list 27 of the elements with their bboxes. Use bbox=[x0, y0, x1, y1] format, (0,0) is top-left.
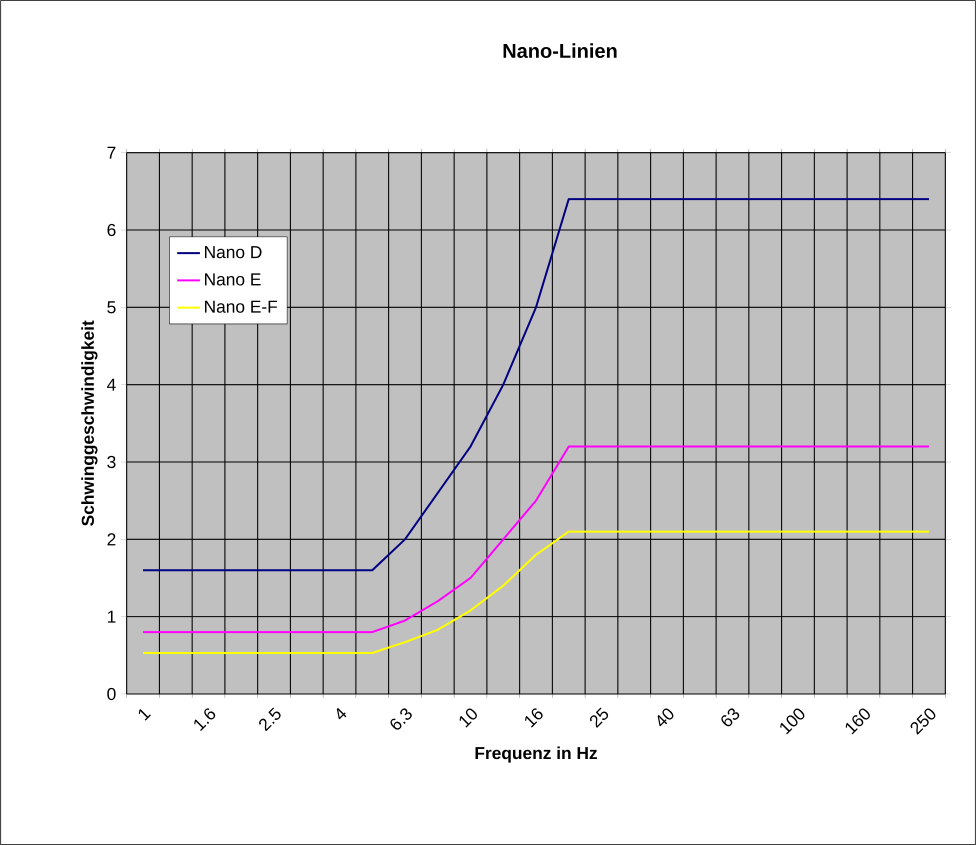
x-tick-label: 6.3 bbox=[390, 708, 412, 730]
legend-label: Nano D bbox=[205, 246, 262, 258]
chart-title: Nano-Linien bbox=[504, 43, 617, 58]
x-tick-label: 25 bbox=[590, 707, 608, 728]
y-tick-label: 3 bbox=[107, 456, 116, 468]
x-axis-title: Frequenz in Hz bbox=[476, 746, 598, 762]
y-tick-label: 4 bbox=[107, 378, 116, 390]
x-tick-label: 10 bbox=[460, 708, 477, 728]
x-tick-label: 16 bbox=[525, 708, 543, 728]
x-tick-label: 63 bbox=[721, 708, 740, 726]
y-tick-label: 6 bbox=[108, 224, 116, 236]
x-tick-label: 100 bbox=[780, 708, 804, 734]
y-tick-label: 5 bbox=[107, 301, 116, 314]
x-tick-label: 250 bbox=[910, 708, 936, 735]
y-tick-label: 7 bbox=[108, 146, 116, 158]
x-tick-label: 40 bbox=[658, 708, 674, 726]
legend-label: Nano E-F bbox=[205, 300, 278, 313]
y-tick-label: 1 bbox=[108, 610, 116, 622]
x-tick-label: 160 bbox=[846, 708, 870, 734]
x-tick-label: 2.5 bbox=[259, 707, 281, 732]
y-axis-title: Schwinggeschwindigkeit bbox=[81, 320, 98, 526]
legend-label: Nano E bbox=[205, 273, 261, 286]
x-tick-label: 4 bbox=[336, 708, 346, 720]
y-tick-label: 0 bbox=[107, 688, 116, 700]
x-tick-label: 1 bbox=[138, 708, 151, 720]
y-tick-label: 2 bbox=[108, 533, 116, 546]
x-tick-label: 1.6 bbox=[194, 708, 216, 731]
